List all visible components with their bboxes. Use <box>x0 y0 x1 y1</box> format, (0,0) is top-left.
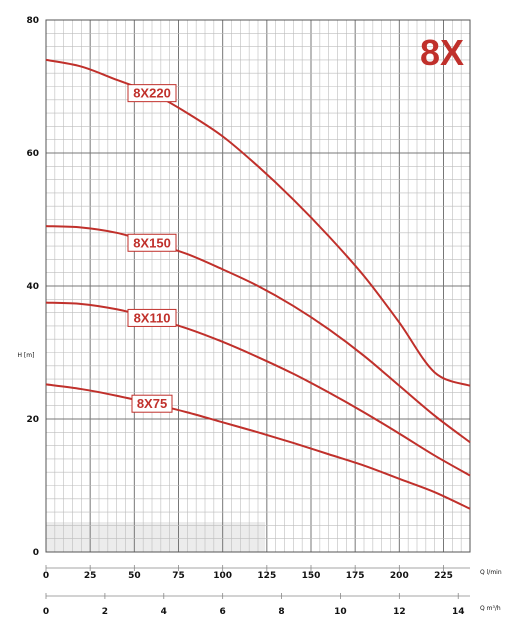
x-tick-primary-label: 175 <box>346 571 365 581</box>
x-tick-primary-label: 100 <box>213 571 232 581</box>
series-label-box <box>131 394 173 413</box>
y-tick-label: 60 <box>26 149 39 159</box>
grid-band <box>46 522 266 552</box>
y-tick-label: 40 <box>26 282 39 292</box>
x-tick-primary-label: 225 <box>434 571 453 581</box>
x-tick-secondary-label: 0 <box>43 607 49 617</box>
chart-title: 8X <box>420 32 464 73</box>
series-line-8x220 <box>45 58 471 387</box>
x-axis-primary-title: Q l/min <box>480 569 502 576</box>
series-labels: 8X220 8X150 8X110 8X75 <box>127 84 177 413</box>
x-tick-primary-label: 0 <box>43 571 49 581</box>
series-label-box <box>127 308 177 327</box>
x-tick-primary-label: 150 <box>302 571 321 581</box>
x-tick-secondary-label: 10 <box>334 607 347 617</box>
series-label-box <box>127 233 177 252</box>
y-tick-label: 20 <box>26 415 39 425</box>
x-axis-secondary-title: Q m³/h <box>480 605 501 612</box>
plot-border <box>45 19 471 553</box>
curves <box>45 58 471 510</box>
series-line-8x75 <box>45 383 471 510</box>
series-label: 8X110 <box>134 310 171 325</box>
x-tick-primary-label: 125 <box>257 571 276 581</box>
series-label: 8X220 <box>133 86 171 101</box>
x-tick-secondary-label: 6 <box>220 607 226 617</box>
x-tick-primary-label: 25 <box>84 571 97 581</box>
y-tick-label: 0 <box>33 548 39 558</box>
series-line-8x150 <box>45 225 471 444</box>
series-line-8x110 <box>45 301 471 477</box>
x-tick-secondary-label: 12 <box>393 607 406 617</box>
x-tick-secondary-label: 4 <box>161 607 167 617</box>
x-tick-secondary-label: 2 <box>102 607 108 617</box>
y-tick-label: 80 <box>26 16 39 26</box>
y-axis-title: H [m] <box>18 352 35 359</box>
x-tick-primary-label: 75 <box>172 571 185 581</box>
series-label: 8X150 <box>133 235 171 250</box>
x-tick-primary-label: 50 <box>128 571 141 581</box>
x-tick-secondary-label: 8 <box>278 607 284 617</box>
x-tick-primary-label: 200 <box>390 571 409 581</box>
series-label: 8X75 <box>137 396 167 411</box>
series-label-box <box>127 84 177 103</box>
x-tick-secondary-label: 14 <box>452 607 465 617</box>
